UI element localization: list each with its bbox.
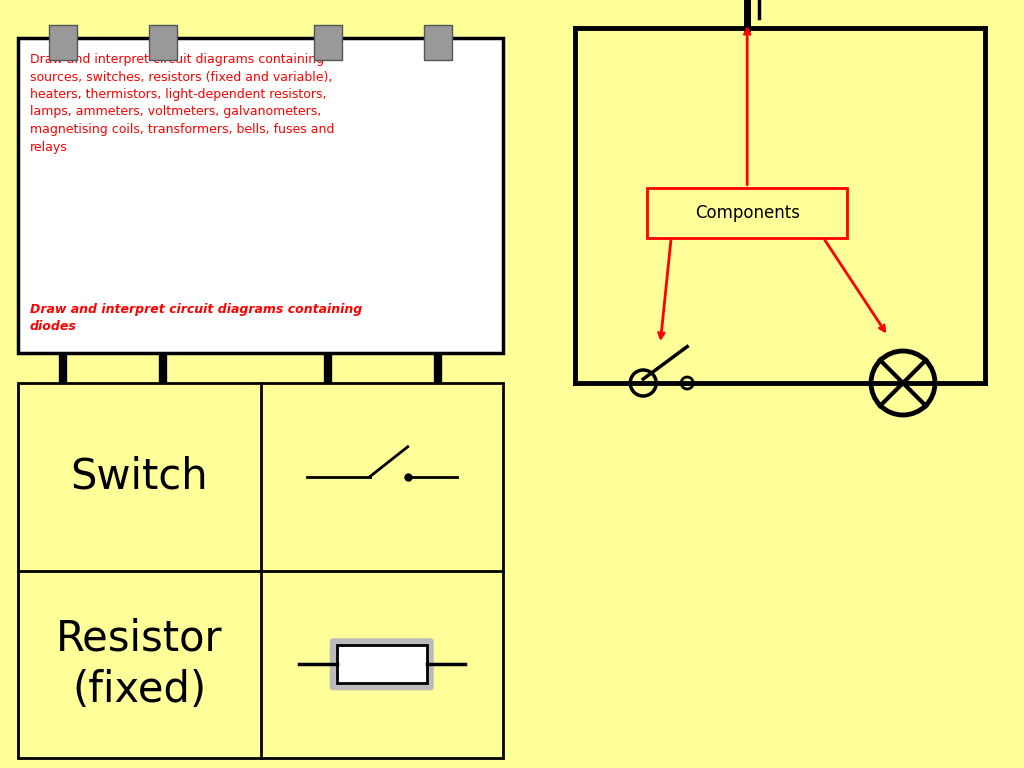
Text: Resistor
(fixed): Resistor (fixed) (56, 617, 222, 711)
Text: Switch: Switch (71, 455, 208, 498)
Bar (337, 645, 427, 684)
Bar (647, 187, 847, 237)
Bar (424, 25, 452, 60)
Bar (18, 38, 503, 353)
Bar (49, 25, 77, 60)
Bar (150, 25, 177, 60)
Text: Draw and interpret circuit diagrams containing
sources, switches, resistors (fix: Draw and interpret circuit diagrams cont… (30, 53, 335, 154)
FancyBboxPatch shape (330, 638, 434, 690)
Bar (314, 25, 342, 60)
Text: Components: Components (694, 204, 800, 222)
Text: Draw and interpret circuit diagrams containing
diodes: Draw and interpret circuit diagrams cont… (30, 303, 362, 333)
Bar (18, 383, 503, 758)
Bar (337, 645, 427, 684)
